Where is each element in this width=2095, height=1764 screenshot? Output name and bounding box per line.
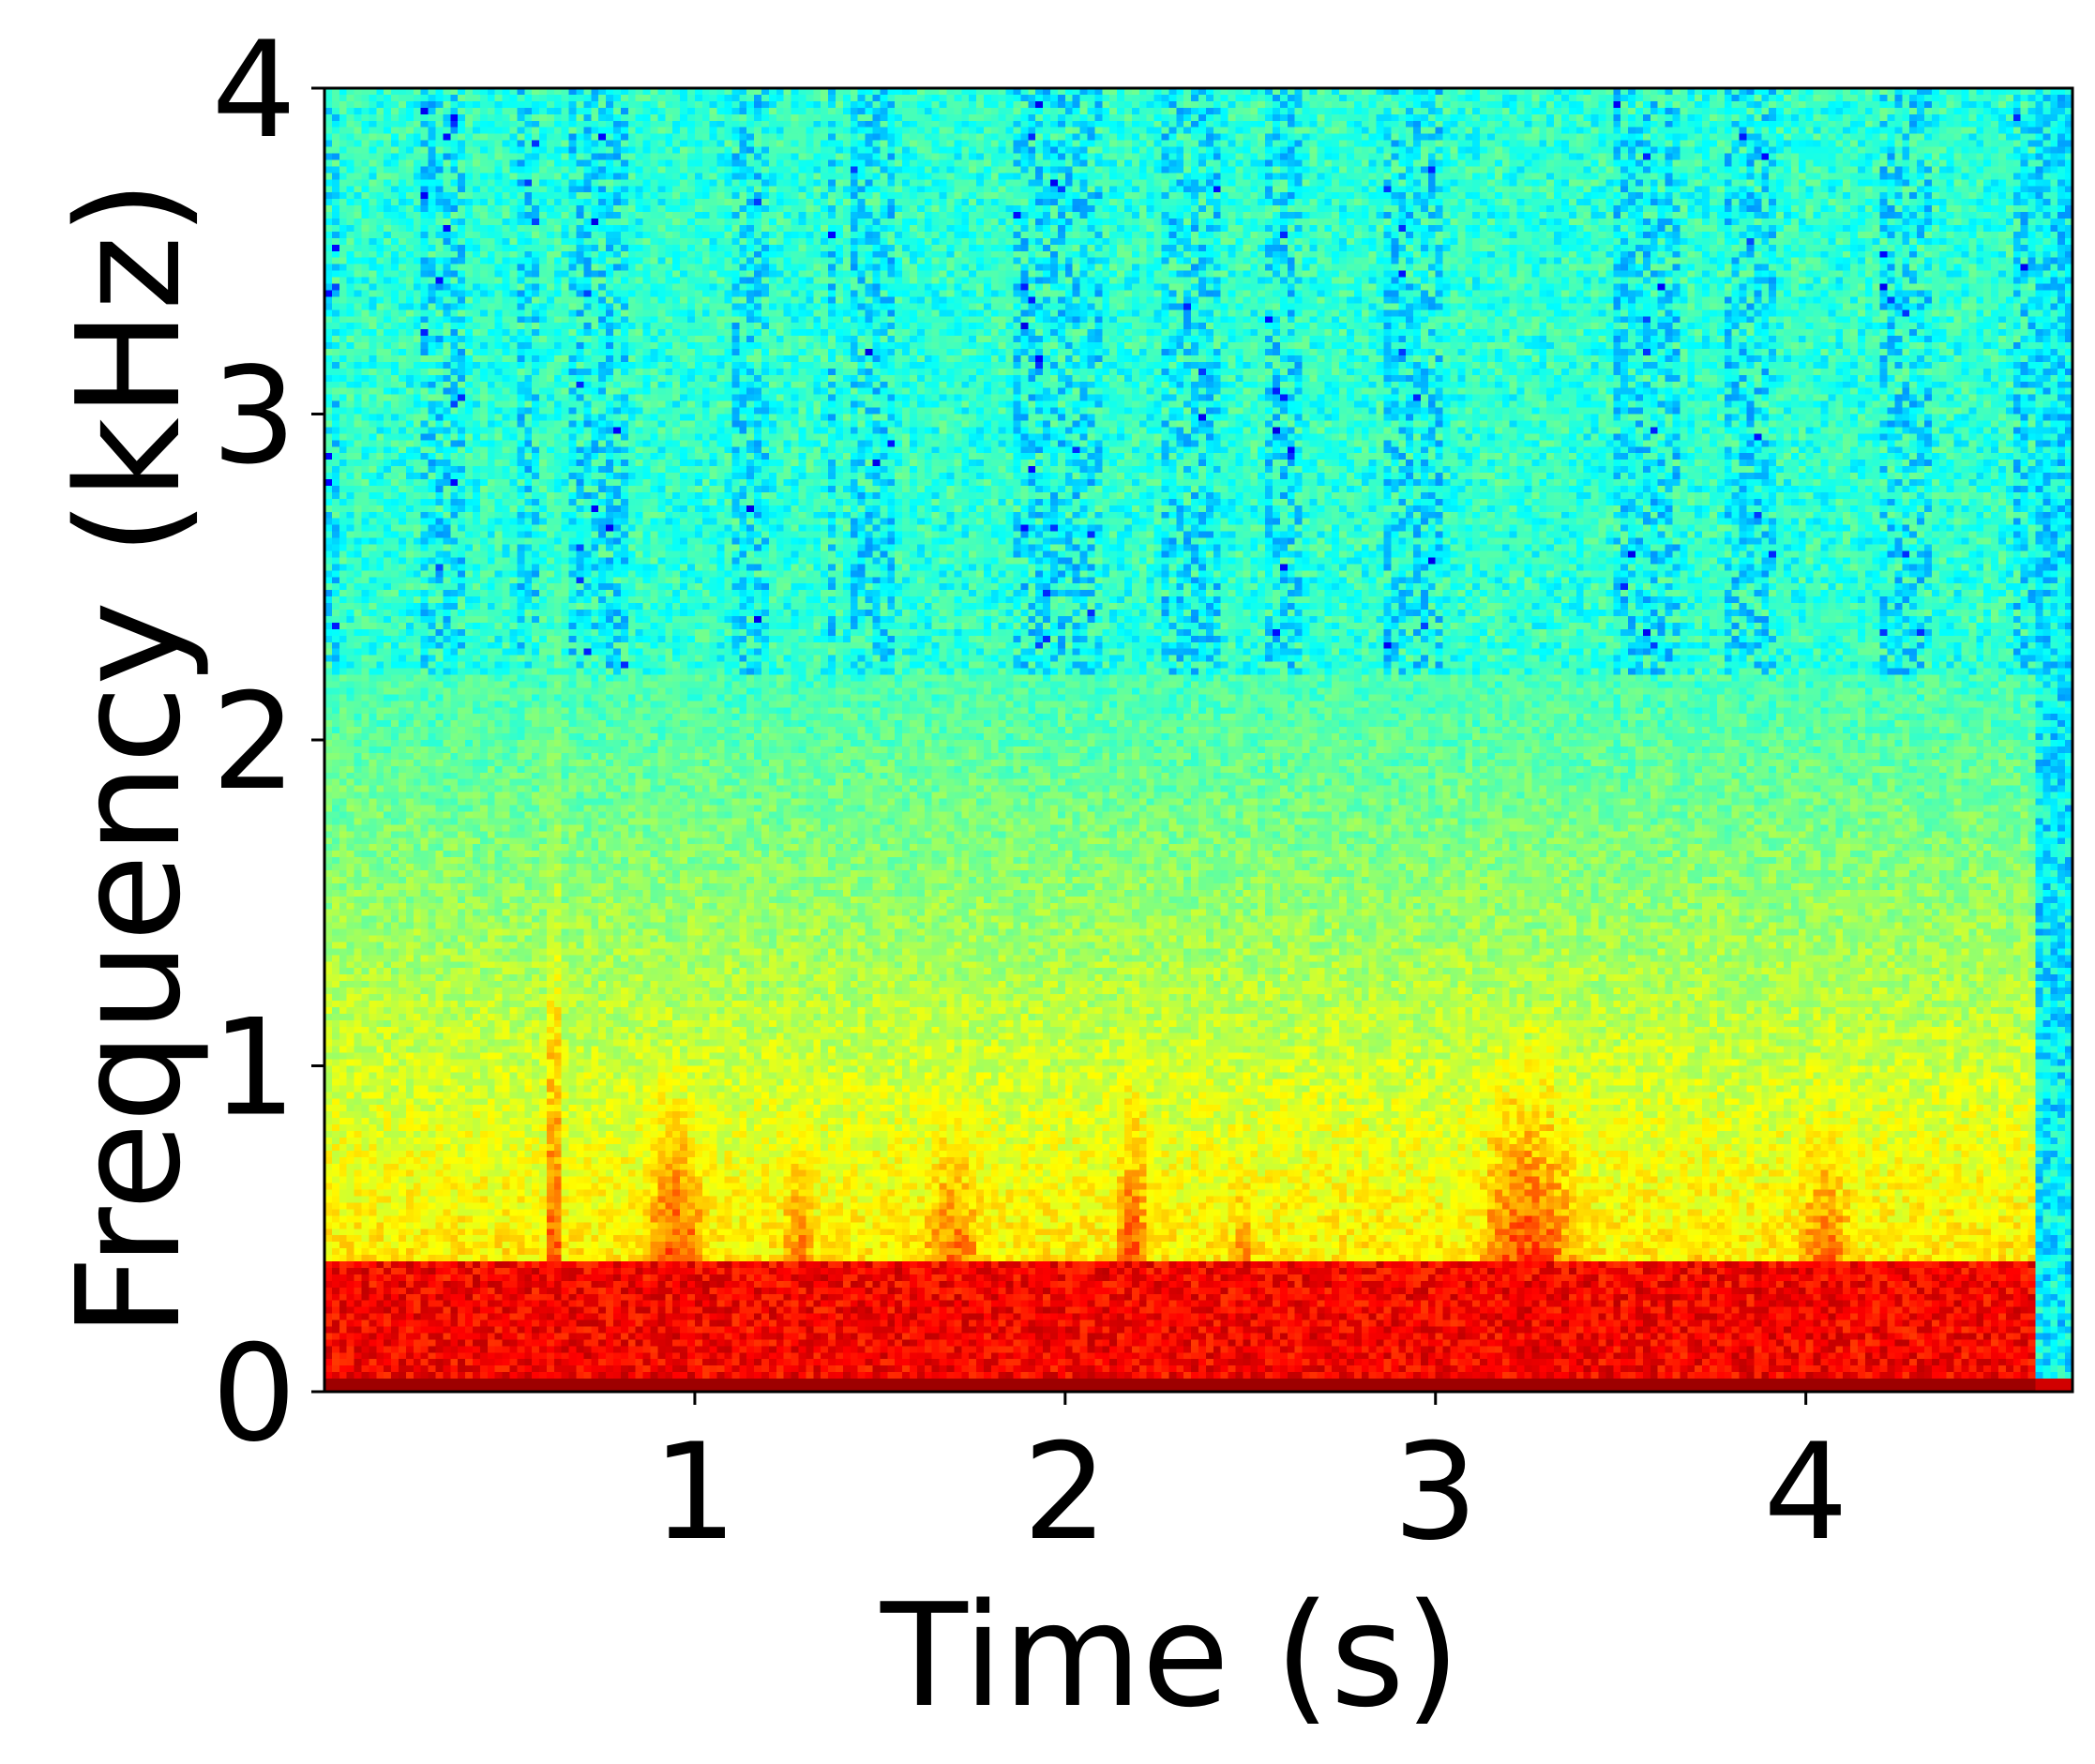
- x-tick-label: 2: [1023, 1415, 1108, 1570]
- y-tick-label: 4: [212, 13, 296, 168]
- y-axis-label: Frequency (kHz): [46, 180, 212, 1337]
- plot-area: [324, 88, 2072, 1392]
- y-tick-label: 0: [212, 1317, 296, 1471]
- x-axis: 1 2 3 4: [653, 1392, 1848, 1570]
- y-tick-label: 2: [212, 665, 296, 820]
- spectrogram-heatmap: [324, 88, 2072, 1392]
- y-tick-label: 1: [212, 991, 296, 1146]
- y-tick-label: 3: [212, 339, 296, 494]
- y-axis: 0 1 2 3 4: [212, 13, 324, 1471]
- x-tick-label: 4: [1763, 1415, 1847, 1570]
- x-axis-label: Time (s): [880, 1573, 1460, 1739]
- x-tick-label: 3: [1394, 1415, 1478, 1570]
- x-tick-label: 1: [653, 1415, 737, 1570]
